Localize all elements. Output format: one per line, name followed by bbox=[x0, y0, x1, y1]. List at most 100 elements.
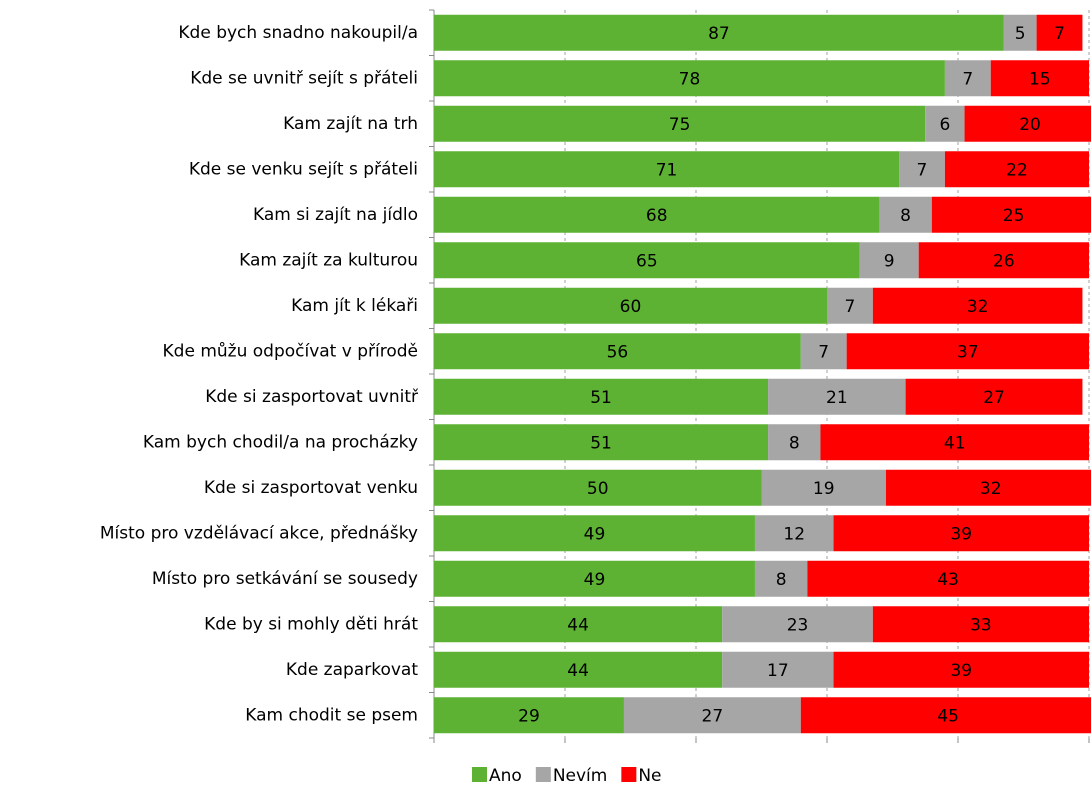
data-label: 43 bbox=[937, 570, 959, 590]
data-label: 6 bbox=[939, 115, 950, 135]
bar-segment bbox=[964, 105, 1091, 142]
y-tick-label: Kde se uvnitř sejít s přáteli bbox=[190, 68, 418, 88]
bar-segment bbox=[434, 560, 755, 597]
data-label: 44 bbox=[567, 661, 589, 681]
data-label: 15 bbox=[1029, 69, 1051, 89]
bar-segment bbox=[761, 469, 886, 506]
y-tick-label: Kam bych chodil/a na procházky bbox=[143, 432, 418, 452]
data-label: 32 bbox=[980, 479, 1002, 499]
data-label: 20 bbox=[1019, 115, 1041, 135]
y-tick-label: Kam chodit se psem bbox=[245, 705, 418, 725]
data-label: 21 bbox=[826, 388, 848, 408]
data-label: 44 bbox=[567, 615, 589, 635]
bar-segment bbox=[800, 333, 847, 370]
bar-segment bbox=[434, 287, 827, 324]
bar-segment bbox=[434, 469, 762, 506]
data-label: 7 bbox=[845, 297, 856, 317]
data-label: 7 bbox=[818, 342, 829, 362]
data-label: 27 bbox=[702, 706, 724, 726]
legend-swatch bbox=[535, 767, 551, 782]
bar-segment bbox=[800, 697, 1091, 734]
bar-segment bbox=[434, 333, 801, 370]
bar-segment bbox=[885, 469, 1091, 506]
bar-segment bbox=[944, 151, 1089, 188]
data-label: 33 bbox=[970, 615, 992, 635]
y-tick-label: Místo pro setkávání se sousedy bbox=[152, 569, 418, 589]
bar-segment bbox=[918, 242, 1089, 279]
y-tick-label: Kam zajít na trh bbox=[283, 114, 418, 134]
bar-segment bbox=[807, 560, 1089, 597]
legend-swatch bbox=[472, 767, 487, 782]
legend-label: Ne bbox=[638, 766, 661, 785]
data-label: 49 bbox=[584, 524, 606, 544]
data-label: 19 bbox=[813, 479, 835, 499]
data-label: 32 bbox=[967, 297, 989, 317]
data-label: 7 bbox=[962, 69, 973, 89]
bar-segment bbox=[434, 60, 945, 97]
bar-segment bbox=[944, 60, 991, 97]
bar-segment bbox=[905, 378, 1083, 415]
bar-segment bbox=[872, 606, 1089, 643]
bar-segment bbox=[859, 242, 919, 279]
bar-segment bbox=[434, 424, 769, 461]
y-tick-label: Kam zajít za kulturou bbox=[239, 250, 418, 270]
data-label: 23 bbox=[787, 615, 809, 635]
y-tick-label: Kde si zasportovat venku bbox=[204, 478, 418, 498]
bar-segment bbox=[925, 105, 965, 142]
bar-segment bbox=[722, 606, 873, 643]
y-tick-label: Místo pro vzdělávací akce, přednášky bbox=[100, 523, 418, 543]
data-label: 29 bbox=[518, 706, 540, 726]
legend-swatch bbox=[621, 767, 637, 782]
data-label: 65 bbox=[636, 251, 658, 271]
bar-segment bbox=[434, 515, 755, 552]
y-tick-label: Kam jít k lékaři bbox=[291, 296, 418, 316]
bar-segment bbox=[434, 14, 1004, 51]
data-label: 41 bbox=[944, 433, 966, 453]
bar-segment bbox=[754, 515, 834, 552]
data-label: 39 bbox=[950, 524, 972, 544]
data-label: 71 bbox=[656, 160, 678, 180]
data-label: 27 bbox=[983, 388, 1005, 408]
bar-segment bbox=[434, 196, 880, 233]
bar-segment bbox=[1036, 14, 1083, 51]
bar-segment bbox=[879, 196, 932, 233]
bar-segment bbox=[623, 697, 801, 734]
data-label: 51 bbox=[590, 388, 612, 408]
data-label: 68 bbox=[646, 206, 668, 226]
bar-segment bbox=[820, 424, 1089, 461]
bar-segment bbox=[434, 151, 900, 188]
legend-label: Ano bbox=[489, 766, 522, 785]
data-label: 7 bbox=[1054, 24, 1065, 44]
data-label: 87 bbox=[708, 24, 730, 44]
data-label: 26 bbox=[993, 251, 1015, 271]
bar-segment bbox=[722, 651, 834, 688]
data-label: 8 bbox=[789, 433, 800, 453]
data-label: 7 bbox=[917, 160, 928, 180]
bar-segment bbox=[827, 287, 873, 324]
y-tick-label: Kde se venku sejít s přáteli bbox=[189, 159, 418, 179]
data-label: 78 bbox=[679, 69, 701, 89]
bar-segment bbox=[931, 196, 1091, 233]
data-label: 49 bbox=[584, 570, 606, 590]
bar-segment bbox=[768, 424, 821, 461]
bar-segment bbox=[434, 242, 860, 279]
bar-segment bbox=[833, 651, 1089, 688]
bar-segment bbox=[754, 560, 808, 597]
data-label: 39 bbox=[950, 661, 972, 681]
data-label: 37 bbox=[957, 342, 979, 362]
bar-segment bbox=[434, 105, 926, 142]
bar-segment bbox=[434, 651, 723, 688]
data-label: 8 bbox=[776, 570, 787, 590]
data-label: 12 bbox=[783, 524, 805, 544]
bar-segment bbox=[434, 378, 769, 415]
data-label: 17 bbox=[767, 661, 789, 681]
bar-segment bbox=[872, 287, 1083, 324]
data-label: 50 bbox=[587, 479, 609, 499]
y-tick-label: Kde zaparkovat bbox=[286, 660, 418, 680]
bar-segment bbox=[899, 151, 945, 188]
bar-segment bbox=[1003, 14, 1037, 51]
y-tick-label: Kam si zajít na jídlo bbox=[253, 205, 418, 225]
bar-segment bbox=[768, 378, 906, 415]
bar-segment bbox=[990, 60, 1089, 97]
